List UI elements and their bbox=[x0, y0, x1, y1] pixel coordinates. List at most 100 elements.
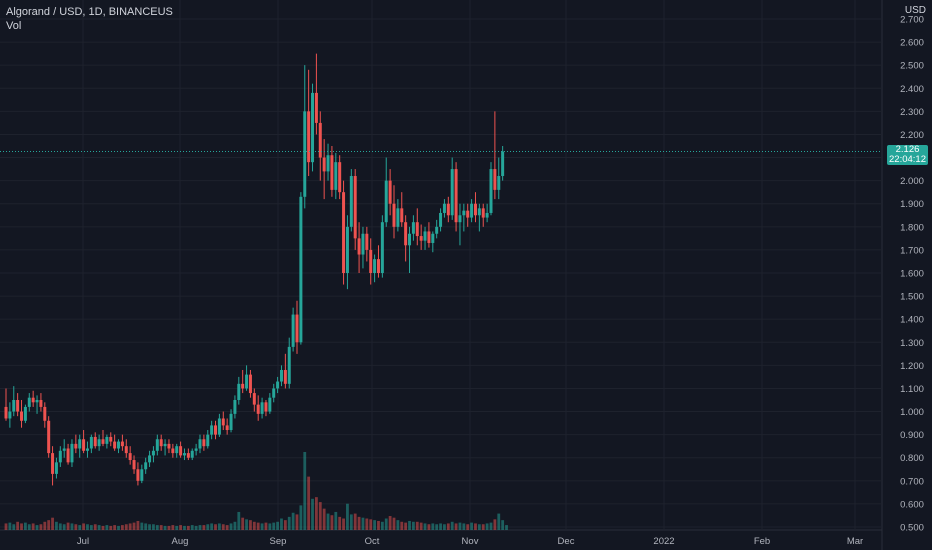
volume-bar bbox=[388, 516, 392, 530]
candle bbox=[295, 300, 299, 354]
price-tick-label: 2.700 bbox=[900, 15, 924, 26]
price-tick-label: 0.700 bbox=[900, 476, 924, 487]
candle bbox=[248, 369, 252, 398]
volume-bar bbox=[233, 521, 237, 530]
candle-body bbox=[214, 425, 218, 435]
candle-body bbox=[113, 441, 117, 449]
currency-label[interactable]: USD bbox=[904, 5, 926, 16]
candle-body bbox=[241, 383, 245, 389]
candle bbox=[27, 393, 31, 412]
candle bbox=[194, 443, 198, 456]
candle-body bbox=[497, 176, 501, 190]
volume-bar bbox=[276, 521, 279, 530]
candle bbox=[473, 192, 477, 223]
candle-body bbox=[380, 222, 384, 273]
volume-bar bbox=[74, 524, 78, 530]
volume-bar bbox=[31, 523, 35, 530]
candle bbox=[186, 448, 190, 461]
candle-body bbox=[31, 397, 35, 403]
candle-body bbox=[439, 212, 443, 227]
candle bbox=[70, 439, 74, 467]
candle bbox=[276, 376, 280, 394]
volume-bar bbox=[493, 519, 497, 530]
candle-body bbox=[51, 453, 55, 474]
candle-body bbox=[392, 203, 396, 227]
candle bbox=[318, 111, 322, 181]
volume-bar bbox=[283, 520, 287, 530]
candle-body bbox=[66, 448, 70, 463]
candle-body bbox=[431, 233, 435, 243]
candle bbox=[171, 443, 175, 458]
candle-body bbox=[12, 400, 16, 412]
bar-countdown: 22:04:12 bbox=[889, 154, 926, 165]
volume-bar bbox=[307, 476, 311, 530]
volume-bar bbox=[78, 525, 82, 530]
candle bbox=[4, 388, 8, 421]
candle-body bbox=[400, 208, 404, 223]
candle bbox=[105, 434, 109, 449]
candle bbox=[66, 443, 70, 465]
price-axis[interactable]: 2.7002.6002.5002.4002.3002.2002.1002.000… bbox=[900, 15, 924, 534]
candle bbox=[264, 400, 268, 417]
candle bbox=[446, 196, 450, 223]
candle-body bbox=[179, 446, 183, 456]
candle-body bbox=[237, 383, 241, 400]
price-tick-label: 0.600 bbox=[900, 499, 924, 510]
candle bbox=[54, 457, 58, 479]
price-tick-label: 2.200 bbox=[900, 130, 924, 141]
candle bbox=[404, 215, 408, 262]
volume-bar bbox=[365, 518, 369, 530]
volume-bar bbox=[380, 521, 384, 530]
volume-bar bbox=[109, 525, 113, 530]
candle-body bbox=[194, 448, 198, 451]
candle-body bbox=[202, 439, 206, 447]
volume-bar bbox=[47, 520, 51, 530]
candle-body bbox=[322, 157, 326, 172]
volume-bar bbox=[152, 524, 155, 530]
volume-bar bbox=[117, 525, 120, 530]
candle bbox=[39, 393, 43, 412]
volume-bar bbox=[249, 520, 252, 530]
candle-body bbox=[229, 413, 233, 431]
candle bbox=[353, 169, 357, 250]
time-axis[interactable]: Jul Aug Sep Oct Nov Dec 2022 Feb Mar bbox=[77, 536, 863, 547]
candle-body bbox=[477, 208, 481, 216]
volume-bar bbox=[202, 525, 206, 530]
candle-body bbox=[155, 439, 159, 451]
volume-bar bbox=[291, 512, 295, 530]
volume-bar bbox=[132, 522, 136, 530]
price-tick-label: 1.100 bbox=[900, 384, 924, 395]
candle-body bbox=[58, 450, 62, 463]
price-tick-label: 1.000 bbox=[900, 407, 924, 418]
candle bbox=[136, 462, 140, 486]
volume-bar bbox=[148, 524, 151, 530]
candle bbox=[272, 383, 276, 403]
candle-body bbox=[435, 226, 439, 234]
symbol-title[interactable]: Algorand / USD, 1D, BINANCEUS bbox=[6, 6, 173, 18]
volume-indicator-label[interactable]: Vol bbox=[6, 20, 22, 32]
candle bbox=[477, 203, 481, 232]
candle bbox=[117, 439, 121, 454]
candle bbox=[384, 157, 388, 227]
candle bbox=[163, 439, 167, 456]
candle bbox=[466, 203, 470, 227]
candle-body bbox=[303, 111, 307, 197]
volume-bar bbox=[105, 525, 109, 530]
candle bbox=[190, 448, 194, 461]
volume-bar bbox=[260, 523, 264, 530]
candle bbox=[415, 208, 419, 246]
candle-body bbox=[89, 436, 93, 449]
candle bbox=[400, 192, 404, 227]
candle bbox=[369, 238, 373, 285]
candle-body bbox=[171, 448, 175, 454]
candle bbox=[454, 162, 458, 232]
candle bbox=[314, 53, 318, 135]
volume-bar bbox=[121, 525, 124, 530]
candle bbox=[279, 365, 283, 387]
volume-bar bbox=[237, 511, 241, 530]
volume-bar bbox=[369, 519, 373, 530]
candle bbox=[373, 254, 377, 283]
volume-bar bbox=[497, 513, 501, 530]
candle-body bbox=[283, 369, 287, 384]
